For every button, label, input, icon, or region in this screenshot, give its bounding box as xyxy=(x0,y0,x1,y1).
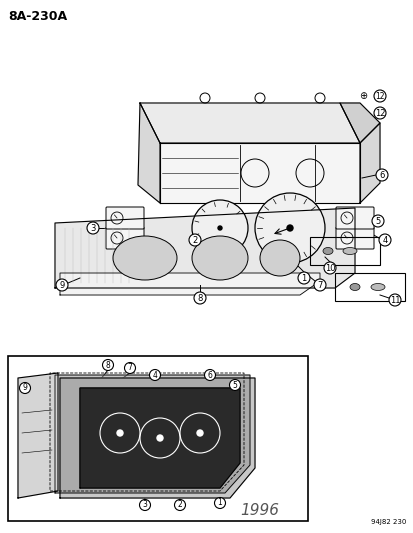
Text: 5: 5 xyxy=(375,216,380,225)
Text: 8A-230A: 8A-230A xyxy=(8,10,67,23)
Text: 9: 9 xyxy=(59,280,64,289)
Ellipse shape xyxy=(342,247,356,254)
FancyBboxPatch shape xyxy=(335,207,373,229)
Bar xyxy=(309,237,379,265)
Circle shape xyxy=(56,279,68,291)
Circle shape xyxy=(174,499,185,511)
Text: 3: 3 xyxy=(90,223,95,232)
Circle shape xyxy=(204,369,215,381)
Circle shape xyxy=(218,226,221,230)
Text: 12: 12 xyxy=(374,92,384,101)
Circle shape xyxy=(194,292,206,304)
Polygon shape xyxy=(60,273,319,295)
Text: 7: 7 xyxy=(127,364,132,373)
FancyBboxPatch shape xyxy=(106,207,144,229)
Circle shape xyxy=(286,225,292,231)
Circle shape xyxy=(149,369,160,381)
Circle shape xyxy=(323,262,335,274)
Text: 6: 6 xyxy=(207,370,212,379)
Ellipse shape xyxy=(322,247,332,254)
FancyBboxPatch shape xyxy=(335,227,373,249)
Circle shape xyxy=(197,430,202,436)
Text: 8: 8 xyxy=(105,360,110,369)
FancyBboxPatch shape xyxy=(106,227,144,249)
Circle shape xyxy=(229,379,240,391)
Polygon shape xyxy=(140,103,359,143)
Circle shape xyxy=(375,169,387,181)
Ellipse shape xyxy=(259,240,299,276)
Polygon shape xyxy=(60,378,254,498)
Polygon shape xyxy=(159,143,359,203)
Text: 1996: 1996 xyxy=(240,503,278,518)
Circle shape xyxy=(297,272,309,284)
Text: ⊕: ⊕ xyxy=(358,91,366,101)
Bar xyxy=(334,273,404,301)
Circle shape xyxy=(388,294,400,306)
Text: 9: 9 xyxy=(22,384,27,392)
Text: 1: 1 xyxy=(301,273,306,282)
Polygon shape xyxy=(339,103,379,143)
Text: 10: 10 xyxy=(324,263,335,272)
Text: 2: 2 xyxy=(192,236,197,245)
Text: 2: 2 xyxy=(177,500,182,510)
Circle shape xyxy=(102,359,113,370)
Polygon shape xyxy=(80,388,240,488)
Circle shape xyxy=(254,193,324,263)
Text: 4: 4 xyxy=(382,236,387,245)
Text: 7: 7 xyxy=(316,280,322,289)
Polygon shape xyxy=(55,375,249,493)
Text: 3: 3 xyxy=(142,500,147,510)
Circle shape xyxy=(157,435,163,441)
Circle shape xyxy=(373,107,385,119)
Circle shape xyxy=(124,362,135,374)
Circle shape xyxy=(313,279,325,291)
Circle shape xyxy=(378,234,390,246)
Polygon shape xyxy=(138,103,159,203)
Ellipse shape xyxy=(113,236,177,280)
Text: 94J82 230: 94J82 230 xyxy=(370,519,405,525)
Text: 5: 5 xyxy=(232,381,237,390)
Circle shape xyxy=(214,497,225,508)
Text: 6: 6 xyxy=(378,171,384,180)
Polygon shape xyxy=(359,123,379,203)
Text: 12: 12 xyxy=(374,109,385,117)
Bar xyxy=(8,356,307,521)
Circle shape xyxy=(371,215,383,227)
Text: 4: 4 xyxy=(152,370,157,379)
Polygon shape xyxy=(55,208,354,288)
Circle shape xyxy=(192,200,247,256)
Ellipse shape xyxy=(349,284,359,290)
Ellipse shape xyxy=(192,236,247,280)
Text: 1: 1 xyxy=(217,498,222,507)
Circle shape xyxy=(19,383,31,393)
Circle shape xyxy=(139,499,150,511)
Circle shape xyxy=(117,430,123,436)
Text: 8: 8 xyxy=(197,294,202,303)
Circle shape xyxy=(373,90,385,102)
Circle shape xyxy=(87,222,99,234)
Ellipse shape xyxy=(370,284,384,290)
Text: 11: 11 xyxy=(389,295,399,304)
Circle shape xyxy=(189,234,201,246)
Polygon shape xyxy=(18,373,58,498)
